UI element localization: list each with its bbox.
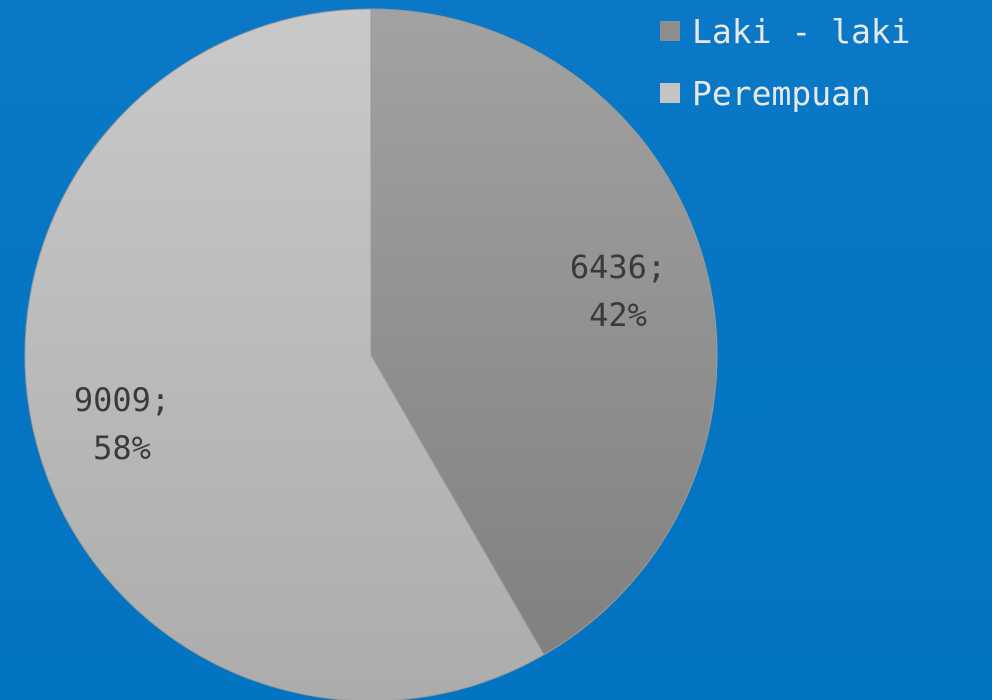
legend-item-laki-laki: Laki - laki [660, 8, 911, 54]
data-label-perempuan: 9009; 58% [74, 381, 170, 467]
legend-swatch-laki-laki [660, 21, 680, 41]
slice-perempuan [24, 8, 545, 700]
data-label-laki-laki-percent: 42% [589, 296, 647, 334]
legend-label-laki-laki: Laki - laki [692, 11, 911, 51]
data-label-perempuan-percent: 58% [93, 429, 151, 467]
data-label-laki-laki: 6436; 42% [570, 248, 666, 334]
data-label-perempuan-value: 9009; [74, 381, 170, 419]
legend: Laki - laki Perempuan [660, 8, 911, 132]
legend-swatch-perempuan [660, 83, 680, 103]
legend-item-perempuan: Perempuan [660, 70, 911, 116]
data-label-laki-laki-value: 6436; [570, 248, 666, 286]
slice-laki-laki [370, 8, 718, 656]
legend-label-perempuan: Perempuan [692, 73, 871, 113]
